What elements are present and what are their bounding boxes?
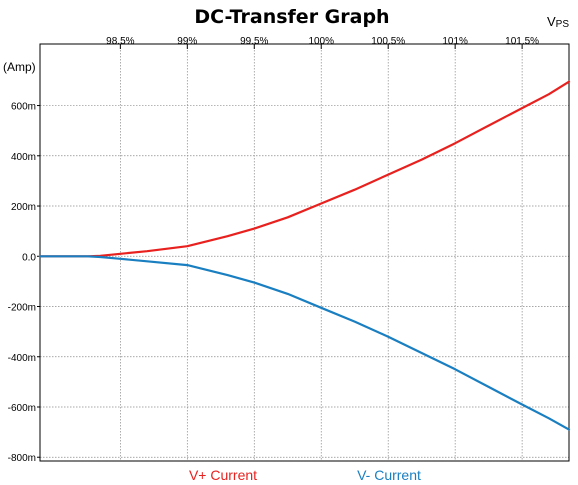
x-tick-label: 98.5% xyxy=(106,36,134,47)
tick-labels: 98.5% 99% 99.5% 100% 100.5% 101% 101.5% 600m 400… xyxy=(8,36,540,464)
grid xyxy=(40,44,569,461)
x-tick-label: 100.5% xyxy=(371,36,405,47)
y-tick-label: -400m xyxy=(8,353,36,364)
x-tick-label: 100% xyxy=(308,36,334,47)
series-line-v-minus-current xyxy=(38,255,571,431)
x-tick-label: 99.5% xyxy=(240,36,268,47)
y-tick-label: -800m xyxy=(8,453,36,464)
series-lines xyxy=(38,80,571,431)
x-axis-label-sub: PS xyxy=(556,19,570,30)
y-tick-label: -200m xyxy=(8,303,36,314)
y-axis-label: (Amp) xyxy=(3,60,36,74)
plot-area xyxy=(39,43,570,462)
y-tick-label: 400m xyxy=(11,152,36,163)
legend-v-plus-current: V+ Current xyxy=(189,467,257,483)
legend-v-minus-current: V- Current xyxy=(357,467,421,483)
x-axis-label-main: V xyxy=(547,14,556,29)
y-tick-label: 600m xyxy=(11,102,36,113)
y-tick-label: 200m xyxy=(11,202,36,213)
y-tick-label: -600m xyxy=(8,403,36,414)
y-tick-label: 0.0 xyxy=(22,252,36,263)
x-tick-label: 101.5% xyxy=(505,36,539,47)
x-tick-label: 101% xyxy=(442,36,468,47)
x-tick-label: 99% xyxy=(177,36,197,47)
chart-title: DC-Transfer Graph xyxy=(194,6,389,28)
series-line-v-plus-current xyxy=(38,80,571,258)
x-axis-label: VPS xyxy=(547,14,569,30)
